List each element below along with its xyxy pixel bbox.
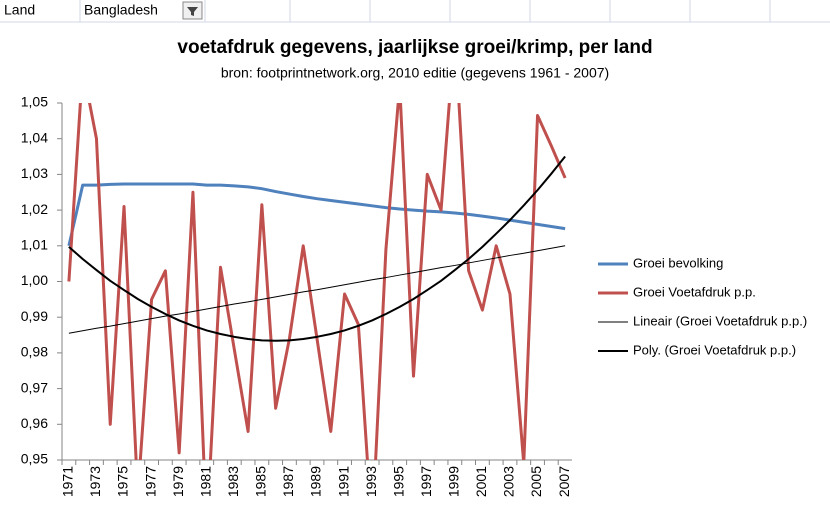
series-line bbox=[67, 182, 566, 247]
series-line bbox=[67, 103, 567, 460]
legend-label: Poly. (Groei Voetafdruk p.p.) bbox=[633, 342, 796, 357]
x-tick-label: 1987 bbox=[280, 466, 296, 497]
filter-value[interactable]: Bangladesh bbox=[84, 2, 158, 18]
plot-area bbox=[67, 103, 567, 460]
y-tick-label: 0,95 bbox=[21, 451, 48, 467]
x-tick-label: 2001 bbox=[473, 466, 489, 497]
legend-label: Groei bevolking bbox=[633, 255, 723, 270]
x-tick-label: 2007 bbox=[556, 466, 572, 497]
x-tick-label: 2005 bbox=[528, 466, 544, 497]
y-tick-label: 0,96 bbox=[21, 415, 48, 431]
y-tick-label: 1,02 bbox=[21, 201, 48, 217]
y-tick-label: 0,99 bbox=[21, 308, 48, 324]
sheet-row bbox=[0, 0, 830, 23]
x-tick-label: 1979 bbox=[170, 466, 186, 497]
filter-label: Land bbox=[4, 2, 35, 18]
x-tick-label: 2003 bbox=[501, 466, 517, 497]
x-tick-label: 1991 bbox=[335, 466, 351, 497]
x-tick-label: 1989 bbox=[308, 466, 324, 497]
chart-title: voetafdruk gegevens, jaarlijkse groei/kr… bbox=[177, 37, 652, 58]
x-tick-label: 1985 bbox=[253, 466, 269, 497]
series-line bbox=[68, 245, 566, 334]
x-tick-label: 1997 bbox=[418, 466, 434, 497]
x-tick-label: 1975 bbox=[115, 466, 131, 497]
y-tick-label: 0,98 bbox=[21, 344, 48, 360]
x-tick-label: 1995 bbox=[390, 466, 406, 497]
x-tick-label: 1973 bbox=[87, 466, 103, 497]
chart-subtitle: bron: footprintnetwork.org, 2010 editie … bbox=[221, 65, 609, 81]
y-tick-label: 1,03 bbox=[21, 165, 48, 181]
x-tick-label: 1983 bbox=[225, 466, 241, 497]
x-tick-label: 1999 bbox=[446, 466, 462, 497]
x-tick-label: 1971 bbox=[60, 466, 76, 497]
y-tick-label: 1,05 bbox=[21, 94, 48, 110]
y-tick-label: 0,97 bbox=[21, 379, 48, 395]
y-tick-label: 1,01 bbox=[21, 237, 48, 253]
legend-label: Groei Voetafdruk p.p. bbox=[633, 284, 756, 299]
legend-label: Lineair (Groei Voetafdruk p.p.) bbox=[633, 313, 807, 328]
x-tick-label: 1981 bbox=[197, 466, 213, 497]
x-tick-label: 1993 bbox=[363, 466, 379, 497]
x-tick-label: 1977 bbox=[142, 466, 158, 497]
y-tick-label: 1,04 bbox=[21, 129, 48, 145]
series-line bbox=[68, 155, 566, 342]
y-tick-label: 1,00 bbox=[21, 272, 48, 288]
filter-button[interactable] bbox=[182, 1, 203, 20]
